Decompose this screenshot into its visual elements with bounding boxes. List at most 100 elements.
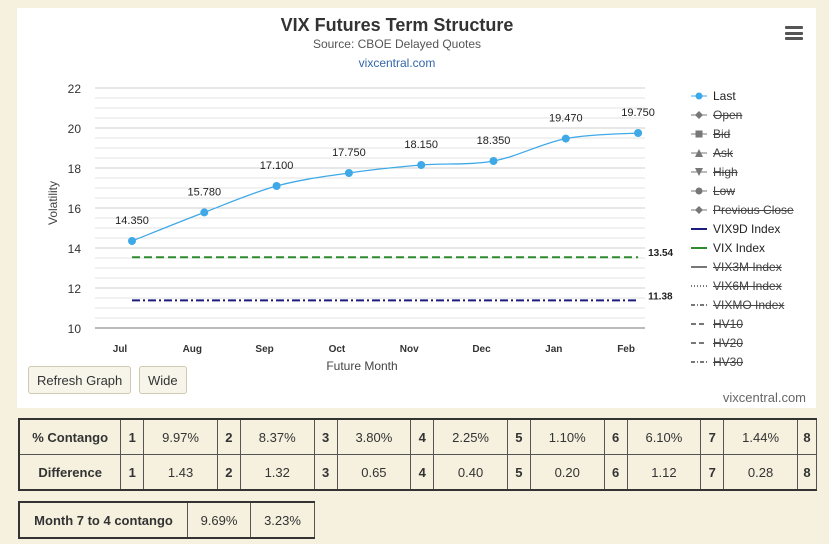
table-row: % Contango 1 9.97% 2 8.37% 3 3.80% 4 2.25% 5 1.10%… bbox=[18, 418, 818, 455]
value-cell: 2.25% bbox=[433, 418, 508, 455]
dash-dot-line-icon bbox=[691, 360, 707, 363]
circle-icon bbox=[691, 92, 707, 99]
month-index-cell: 2 bbox=[216, 454, 241, 491]
x-tick-label: Feb bbox=[617, 344, 635, 355]
value-cell: 1.44% bbox=[723, 418, 798, 455]
chart-title: VIX Futures Term Structure bbox=[280, 15, 514, 35]
square-icon bbox=[691, 130, 707, 137]
legend-label: Previous Close bbox=[713, 202, 794, 217]
month-index-cell: 2 bbox=[216, 418, 241, 455]
legend-item[interactable]: VIX6M Index bbox=[691, 276, 811, 295]
last-data-label: 19.470 bbox=[549, 113, 583, 125]
value-cell: 3.80% bbox=[336, 418, 412, 455]
y-tick-label: 18 bbox=[68, 162, 82, 176]
legend-item[interactable]: VIX9D Index bbox=[691, 219, 811, 238]
legend-label: HV20 bbox=[713, 335, 744, 350]
last-series-line bbox=[131, 132, 639, 242]
solid-line-icon bbox=[691, 246, 707, 249]
dotted-line-icon bbox=[691, 284, 707, 287]
y-tick-label: 20 bbox=[68, 122, 82, 136]
legend-item[interactable]: Previous Close bbox=[691, 200, 811, 219]
legend-item[interactable]: Ask bbox=[691, 143, 811, 162]
legend-item[interactable]: Low bbox=[691, 181, 811, 200]
value-cell: 6.10% bbox=[626, 418, 702, 455]
line-chart: 10 12 14 16 18 20 22 Jul Aug Sep Oct Nov Dec Jan Feb Fu… bbox=[46, 82, 674, 373]
last-data-label: 18.150 bbox=[404, 139, 438, 151]
value-cell: 1.10% bbox=[529, 418, 605, 455]
month-contango-table: Month 7 to 4 contango 9.69% 3.23% bbox=[18, 501, 315, 539]
month-contango-label: Month 7 to 4 contango bbox=[18, 501, 188, 539]
hamburger-menu-icon[interactable] bbox=[785, 26, 803, 40]
x-tick-label: Jan bbox=[545, 344, 562, 355]
last-data-point bbox=[561, 134, 570, 143]
contango-table: % Contango 1 9.97% 2 8.37% 3 3.80% 4 2.25% 5 1.10%… bbox=[18, 418, 818, 491]
triangle-down-icon bbox=[691, 167, 707, 176]
last-data-point bbox=[200, 208, 209, 217]
circle-icon bbox=[691, 187, 707, 194]
month-index-cell: 7 bbox=[700, 454, 725, 491]
last-data-point bbox=[489, 157, 498, 165]
month-index-cell: 5 bbox=[506, 418, 531, 455]
x-tick-label: Jul bbox=[113, 344, 128, 355]
value-cell: 1.32 bbox=[239, 454, 315, 491]
last-data-label: 17.750 bbox=[332, 147, 366, 159]
refresh-graph-button[interactable]: Refresh Graph bbox=[28, 366, 132, 394]
row-header: Difference bbox=[18, 454, 122, 491]
value-cell: 1.43 bbox=[143, 454, 218, 491]
month-index-cell: 3 bbox=[313, 454, 338, 491]
value-cell: 8.37% bbox=[239, 418, 315, 455]
legend-item[interactable]: HV20 bbox=[691, 333, 811, 352]
month-contango-value: 3.23% bbox=[250, 501, 315, 539]
legend-label: VIXMO Index bbox=[713, 297, 785, 312]
legend-item[interactable]: HV30 bbox=[691, 352, 811, 371]
dash-dot-line-icon bbox=[691, 303, 707, 306]
last-data-point bbox=[128, 237, 136, 245]
last-data-point bbox=[634, 129, 643, 137]
x-axis-title: Future Month bbox=[326, 359, 397, 373]
table-row: Difference 1 1.43 2 1.32 3 0.65 4 0.40 5 0.20 6 1.12… bbox=[18, 454, 818, 491]
last-data-point bbox=[344, 169, 353, 177]
y-tick-label: 16 bbox=[68, 202, 82, 216]
legend-label: Low bbox=[713, 183, 736, 198]
legend-label: VIX Index bbox=[713, 240, 766, 255]
month-index-cell: 4 bbox=[410, 418, 435, 455]
x-tick-label: Sep bbox=[255, 344, 273, 355]
last-data-label: 17.100 bbox=[260, 160, 294, 172]
legend-label: HV30 bbox=[713, 354, 744, 369]
last-data-label: 18.350 bbox=[477, 135, 511, 147]
legend-label: Bid bbox=[713, 126, 731, 141]
legend-item[interactable]: Bid bbox=[691, 124, 811, 143]
legend-item[interactable]: Last bbox=[691, 86, 811, 105]
value-cell: 1.12 bbox=[626, 454, 702, 491]
source-link[interactable]: vixcentral.com bbox=[358, 56, 436, 70]
solid-line-icon bbox=[691, 227, 707, 230]
x-tick-label: Dec bbox=[472, 344, 491, 355]
month-index-cell: 8 bbox=[796, 454, 818, 491]
legend-item[interactable]: Open bbox=[691, 105, 811, 124]
chart-panel: 10 12 14 16 18 20 22 Jul Aug Sep Oct Nov Dec Jan Feb Fu… bbox=[17, 8, 816, 408]
chart-subtitle: Source: CBOE Delayed Quotes bbox=[312, 37, 482, 51]
legend-label: HV10 bbox=[713, 316, 744, 331]
y-axis-title: Volatility bbox=[46, 181, 60, 225]
last-data-label: 19.750 bbox=[621, 107, 655, 119]
watermark: vixcentral.com bbox=[722, 390, 806, 405]
last-data-point bbox=[417, 161, 426, 169]
solid-line-icon bbox=[691, 265, 707, 268]
legend-item[interactable]: VIX Index bbox=[691, 238, 811, 257]
dashed-line-icon bbox=[691, 322, 707, 325]
legend-item[interactable]: High bbox=[691, 162, 811, 181]
legend-label: Open bbox=[713, 107, 743, 122]
legend-item[interactable]: VIXMO Index bbox=[691, 295, 811, 314]
value-cell: 0.20 bbox=[529, 454, 605, 491]
value-cell: 9.97% bbox=[143, 418, 218, 455]
month-index-cell: 7 bbox=[700, 418, 725, 455]
month-index-cell: 6 bbox=[603, 418, 628, 455]
legend-item[interactable]: VIX3M Index bbox=[691, 257, 811, 276]
triangle-icon bbox=[691, 148, 707, 157]
x-tick-label: Aug bbox=[183, 344, 202, 355]
legend-item[interactable]: HV10 bbox=[691, 314, 811, 333]
y-tick-label: 10 bbox=[68, 322, 82, 336]
legend-label: High bbox=[713, 164, 738, 179]
wide-button[interactable]: Wide bbox=[139, 366, 187, 394]
chart-legend: Last Open Bid Ask High Low Previous Close VIX9D… bbox=[691, 86, 811, 371]
